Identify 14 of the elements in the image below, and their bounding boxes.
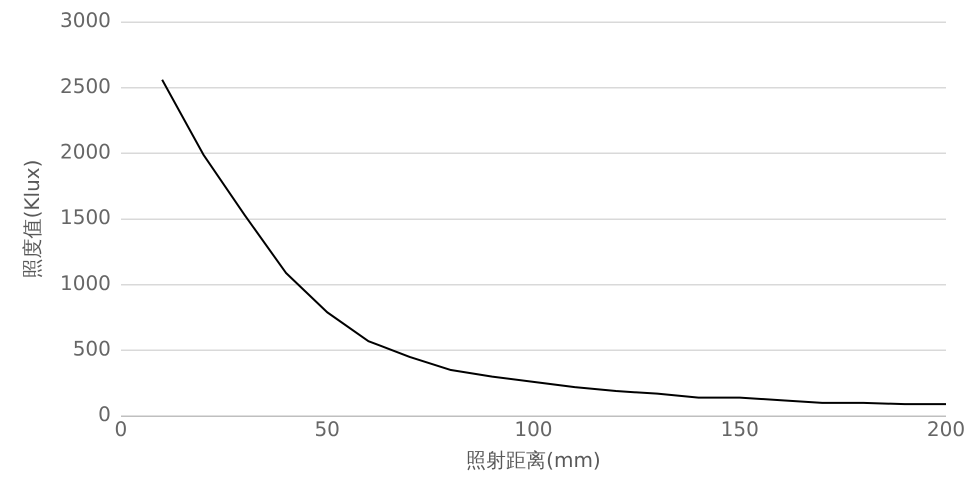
- y-tick-label: 500: [72, 336, 111, 361]
- y-tick-label: 1000: [60, 270, 111, 295]
- y-tick-label: 0: [98, 402, 111, 426]
- x-tick-label: 150: [720, 417, 759, 442]
- y-axis-title: 照度值(Klux): [20, 160, 44, 278]
- y-tick-label: 2000: [60, 140, 111, 164]
- x-axis-title: 照射距离(mm): [466, 448, 601, 472]
- x-tick-label: 200: [926, 417, 966, 442]
- y-tick-label: 2500: [60, 74, 111, 98]
- y-tick-label: 3000: [60, 8, 111, 32]
- x-tick-label: 50: [314, 417, 340, 442]
- y-tick-label: 1500: [60, 205, 111, 230]
- x-tick-label: 0: [114, 417, 128, 442]
- x-tick-label: 100: [514, 417, 553, 442]
